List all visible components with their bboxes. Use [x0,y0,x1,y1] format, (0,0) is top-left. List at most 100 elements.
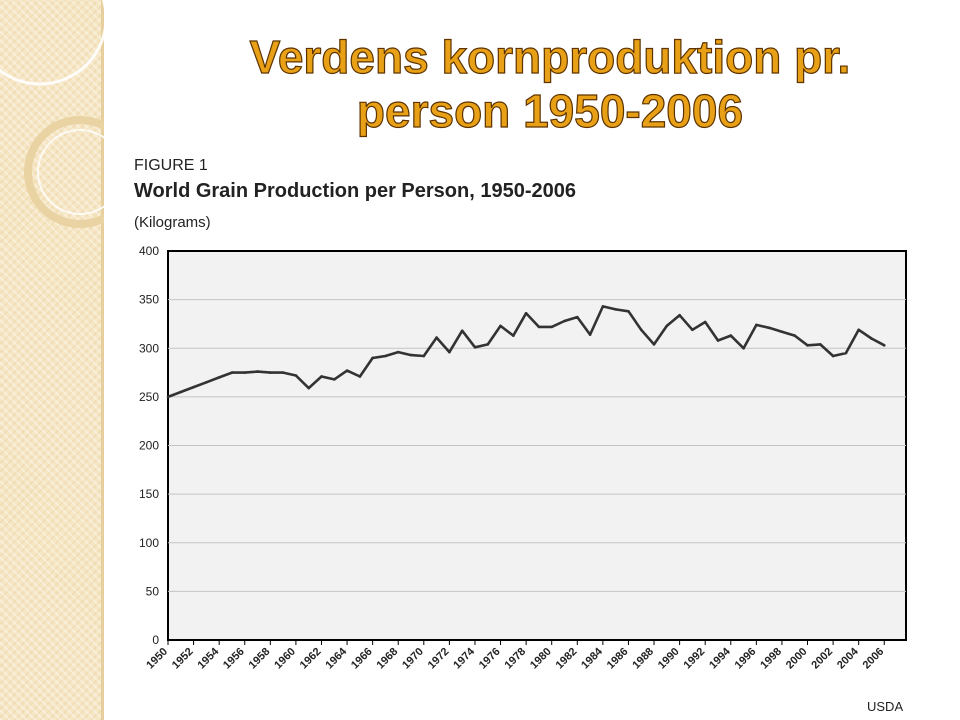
x-tick-label: 1998 [758,646,784,672]
x-tick-label: 1988 [630,646,656,672]
data-points [166,305,886,399]
data-point [179,390,183,394]
data-point [448,350,451,354]
decorative-side-panel [0,0,104,720]
data-point [703,320,707,324]
data-point [499,324,502,328]
data-point [844,351,848,355]
data-point [460,329,464,333]
y-axis-ticks: 0 50 100 150 200 250 300 350 400 [139,244,159,647]
data-point [192,385,195,389]
data-point [332,378,336,381]
y-tick-label: 200 [139,439,159,453]
data-point [205,380,208,384]
x-tick-label: 1972 [426,646,452,672]
data-point [716,339,720,342]
data-point [665,324,669,328]
data-point [409,353,413,357]
x-tick-label: 1982 [554,646,580,672]
x-tick-label: 1968 [375,646,401,672]
decorative-ring-inner [37,129,104,215]
x-tick-label: 1966 [349,646,375,672]
x-tick-label: 1974 [451,645,477,671]
slide-title-line-2: person 1950-2006 [356,84,744,137]
y-tick-label: 350 [139,293,159,307]
data-point [819,343,822,346]
data-point [601,305,605,308]
decorative-ring-middle [24,116,104,228]
data-point [831,354,835,358]
decorative-ring-top [0,0,104,86]
x-tick-label: 1980 [528,646,554,672]
x-tick-label: 1992 [682,646,708,672]
data-point [512,334,515,337]
chart-title: World Grain Production per Person, 1950-… [134,180,576,202]
data-point [384,354,387,358]
data-point [307,386,310,390]
y-tick-label: 250 [139,390,159,404]
x-tick-label: 2004 [835,645,861,671]
x-tick-label: 1990 [656,646,682,672]
data-point [537,325,541,329]
data-point [857,328,860,332]
data-point [793,334,797,337]
y-axis-units: (Kilograms) [134,214,211,231]
data-point [870,337,873,340]
data-point [230,371,234,374]
x-tick-label: 1964 [323,645,349,671]
data-point [281,371,285,374]
data-point [320,375,323,378]
data-point [742,346,745,350]
gridlines [168,299,906,592]
data-point [256,370,259,373]
x-tick-label: 1952 [170,646,196,672]
x-tick-label: 1970 [400,646,426,672]
x-tick-label: 1954 [195,645,221,671]
data-point [358,375,362,378]
data-point [166,395,170,399]
data-point [435,336,438,339]
data-point [396,350,400,354]
x-tick-label: 2000 [784,646,810,672]
data-point [294,374,298,377]
data-point [755,323,758,327]
data-point [269,371,272,374]
data-point [767,326,771,330]
data-point [575,315,579,319]
data-point [614,308,617,311]
data-point [243,371,247,374]
data-point [691,328,694,332]
x-tick-label: 2006 [861,646,887,672]
data-point [524,311,528,315]
x-tick-label: 1996 [733,646,759,672]
data-point [627,309,630,313]
x-tick-label: 1984 [579,645,605,671]
data-point [882,344,886,347]
data-point [486,343,490,346]
data-point [473,345,477,349]
data-point [217,376,221,379]
slide-title: Verdens kornproduktion pr. person 1950-2… [150,30,950,138]
data-point [729,334,733,337]
data-point [780,330,784,334]
data-point [652,343,656,346]
y-tick-label: 300 [139,341,159,355]
x-tick-label: 1958 [247,646,273,672]
data-point [806,344,809,347]
x-tick-label: 1978 [502,646,528,672]
y-tick-label: 150 [139,487,159,501]
data-point [371,356,374,360]
slide-title-line-1: Verdens kornproduktion pr. [249,30,851,83]
y-tick-label: 100 [139,536,159,550]
x-tick-label: 1976 [477,646,503,672]
y-tick-label: 400 [139,244,159,258]
y-tick-label: 50 [146,584,160,598]
data-point [563,319,566,323]
x-tick-label: 1950 [144,646,170,672]
y-tick-label: 0 [152,633,159,647]
x-tick-label: 1962 [298,646,324,672]
figure-label: FIGURE 1 [134,157,208,174]
x-axis-ticks: 1950 1952 1954 1956 1958 1960 1962 1964 1966 1968… [144,640,886,671]
source-credit: USDA [867,699,904,714]
